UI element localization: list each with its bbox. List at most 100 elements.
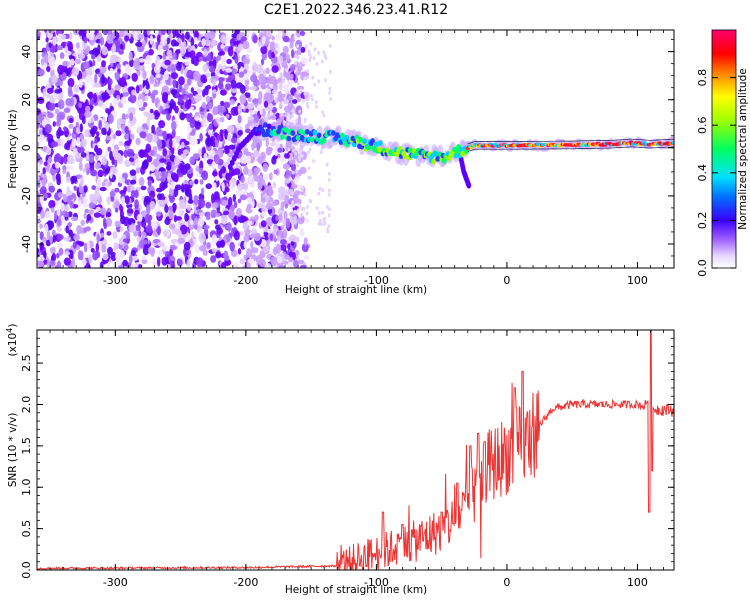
spectrogram-speckle-cell bbox=[156, 187, 163, 193]
spectrogram-speckle-cell bbox=[133, 33, 140, 41]
spectrogram-speckle-cell bbox=[140, 185, 147, 191]
spectrogram-speckle-cell bbox=[321, 110, 324, 115]
spectrogram-speckle-cell bbox=[38, 254, 45, 262]
spectrogram-speckle-cell bbox=[223, 210, 229, 216]
spectrogram-speckle-cell bbox=[273, 237, 277, 243]
spectrogram-speckle-cell bbox=[206, 159, 214, 165]
spectrogram-speckle-cell bbox=[163, 70, 169, 81]
spectrogram-speckle-cell bbox=[204, 39, 211, 47]
spectrogram-speckle-cell bbox=[253, 150, 260, 158]
spectrogram-speckle-cell bbox=[230, 106, 238, 116]
spectrogram-speckle-cell bbox=[288, 257, 293, 263]
spectrogram-speckle-cell bbox=[52, 36, 57, 46]
spectrogram-speckle-cell bbox=[130, 249, 136, 257]
spectrogram-speckle-cell bbox=[152, 134, 158, 143]
spectrogram-speckle-cell bbox=[202, 249, 208, 256]
spectrogram-speckle-cell bbox=[228, 144, 236, 150]
spectrogram-speckle-cell bbox=[296, 163, 299, 168]
spectrogram-speckle-cell bbox=[271, 89, 278, 95]
colorbar-tick-label: 0.6 bbox=[696, 116, 709, 134]
spectrogram-speckle-cell bbox=[260, 220, 267, 228]
spectrogram-speckle-cell bbox=[99, 261, 104, 268]
spectrogram-speckle-cell bbox=[39, 186, 47, 196]
spectrogram-x-tick-label: -300 bbox=[103, 274, 128, 287]
spectrogram-speckle-cell bbox=[157, 241, 165, 247]
spectrogram-speckle-cell bbox=[262, 189, 267, 195]
spectrogram-speckle-cell bbox=[228, 210, 236, 220]
spectrogram-speckle-cell bbox=[71, 67, 80, 77]
spectrogram-speckle-cell bbox=[191, 139, 198, 145]
spectrogram-speckle-cell bbox=[105, 135, 112, 141]
snr-y-tick-label: 1.5 bbox=[20, 437, 33, 455]
spectrogram-speckle-cell bbox=[220, 239, 226, 248]
spectrogram-speckle-cell bbox=[243, 165, 249, 175]
spectrogram-speckle-cell bbox=[290, 162, 296, 172]
spectrogram-speckle-cell bbox=[230, 204, 235, 213]
spectrogram-speckle-cell bbox=[123, 149, 128, 158]
spectrogram-speckle-cell bbox=[78, 30, 84, 36]
spectrogram-ridge-edge bbox=[467, 146, 674, 152]
spectrogram-speckle-cell bbox=[56, 234, 64, 241]
spectrogram-speckle-cell bbox=[184, 60, 191, 66]
spectrogram-speckle-cell bbox=[269, 115, 277, 120]
spectrogram-speckle-cell bbox=[43, 193, 48, 199]
spectrogram-speckle-cell bbox=[303, 76, 306, 81]
spectrogram-ridge-cell bbox=[377, 140, 383, 146]
spectrogram-speckle-cell bbox=[207, 52, 212, 63]
spectrogram-speckle-cell bbox=[198, 148, 203, 157]
spectrogram-speckle-cell bbox=[98, 119, 102, 131]
spectrogram-speckle-cell bbox=[285, 53, 290, 62]
spectrogram-speckle-cell bbox=[84, 129, 91, 138]
spectrogram-speckle-cell bbox=[250, 247, 259, 254]
spectrogram-speckle-cell bbox=[96, 233, 100, 244]
spectrogram-speckle-cell bbox=[280, 201, 285, 211]
spectrogram-speckle-cell bbox=[313, 82, 316, 87]
spectrogram-speckle-cell bbox=[218, 170, 222, 177]
spectrogram-speckle-cell bbox=[172, 52, 177, 61]
spectrogram-y-ticks: -40 -20 0 20 40 bbox=[20, 39, 674, 269]
spectrogram-speckle-cell bbox=[93, 191, 101, 201]
spectrogram-speckle-cell bbox=[164, 59, 171, 66]
spectrogram-speckle-cell bbox=[226, 124, 235, 133]
spectrogram-speckle-cell bbox=[119, 43, 124, 50]
spectrogram-ridge-cell bbox=[280, 134, 285, 140]
spectrogram-speckle-cell bbox=[153, 82, 160, 87]
spectrogram-speckle-cell bbox=[69, 31, 73, 41]
spectrogram-speckle-cell bbox=[212, 79, 217, 87]
spectrogram-speckle-cell bbox=[322, 113, 326, 118]
spectrogram-speckle-cell bbox=[114, 220, 122, 228]
spectrogram-speckle-cell bbox=[227, 46, 234, 57]
spectrogram-speckle-cell bbox=[95, 206, 101, 212]
spectrogram-speckle-cell bbox=[267, 77, 273, 84]
spectrogram-speckle-cell bbox=[237, 129, 243, 136]
spectrogram-speckle-cell bbox=[129, 157, 135, 162]
spectrogram-speckle-cell bbox=[205, 137, 212, 147]
spectrogram-speckle-cell bbox=[119, 226, 124, 232]
spectrogram-speckle-cell bbox=[204, 85, 209, 96]
spectrogram-speckle-cell bbox=[124, 144, 130, 150]
spectrogram-speckle-cell bbox=[208, 30, 216, 40]
spectrogram-speckle-cell bbox=[303, 91, 307, 96]
spectrogram-speckle-cell bbox=[116, 63, 121, 70]
spectrogram-speckle-cell bbox=[113, 157, 118, 168]
spectrogram-speckle-cell bbox=[149, 34, 154, 45]
spectrogram-speckle-cell bbox=[142, 246, 150, 256]
spectrogram-speckle-cell bbox=[122, 91, 129, 97]
snr-x-tick-label: -300 bbox=[103, 576, 128, 589]
spectrogram-speckle-cell bbox=[329, 69, 332, 74]
spectrogram-speckle-cell bbox=[212, 171, 218, 177]
spectrogram-speckle-cell bbox=[272, 181, 277, 189]
spectrogram-speckle-cell bbox=[199, 132, 203, 142]
spectrogram-x-tick-label: 0 bbox=[503, 274, 510, 287]
spectrogram-speckle-cell bbox=[175, 184, 182, 191]
spectrogram-speckle-cell bbox=[155, 73, 161, 79]
spectrogram-speckle-cell bbox=[245, 53, 250, 60]
spectrogram-speckle-cell bbox=[145, 204, 151, 215]
spectrogram-speckle-cell bbox=[51, 252, 57, 262]
spectrogram-speckle-cell bbox=[156, 130, 165, 137]
spectrogram-speckle-cell bbox=[66, 186, 70, 195]
spectrogram-speckle-cell bbox=[271, 65, 279, 73]
spectrogram-speckle-cell bbox=[328, 171, 331, 176]
spectrogram-ridge-cell bbox=[454, 149, 460, 155]
